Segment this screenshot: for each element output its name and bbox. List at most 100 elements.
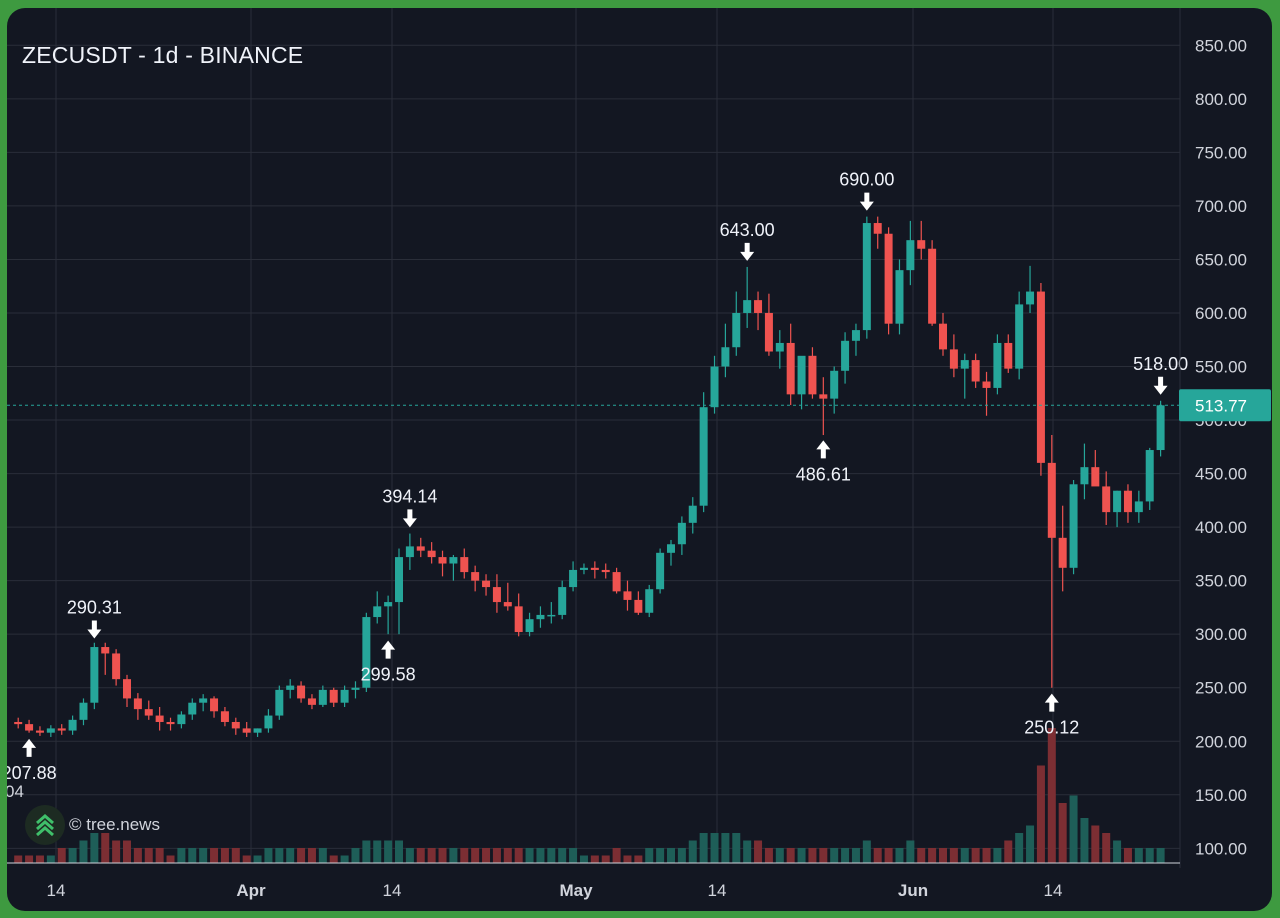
candle-body[interactable] xyxy=(743,300,752,313)
candle-body[interactable] xyxy=(884,233,893,324)
candle-body[interactable] xyxy=(732,312,741,348)
candle-body[interactable] xyxy=(1091,467,1100,487)
candle-body[interactable] xyxy=(851,330,860,341)
candle-body[interactable] xyxy=(57,728,66,731)
candle-body[interactable] xyxy=(601,569,610,573)
candle-body[interactable] xyxy=(427,550,436,558)
candle-body[interactable] xyxy=(1156,405,1165,451)
candle-body[interactable] xyxy=(503,602,512,607)
candle-body[interactable] xyxy=(536,614,545,620)
candle-body[interactable] xyxy=(340,689,349,703)
candle-body[interactable] xyxy=(1080,467,1089,485)
candle-body[interactable] xyxy=(579,567,588,570)
candle-body[interactable] xyxy=(297,685,306,699)
candle-body[interactable] xyxy=(264,715,273,729)
candle-body[interactable] xyxy=(35,730,44,733)
candle-body[interactable] xyxy=(612,572,621,592)
candle-body[interactable] xyxy=(68,719,77,731)
candle-body[interactable] xyxy=(395,557,403,603)
candle-body[interactable] xyxy=(253,728,262,733)
candlestick-chart[interactable]: 290.31 207.88 394.14 299.58 643.00 486.61 690.… xyxy=(7,8,1272,911)
candle-body[interactable] xyxy=(917,240,926,249)
candle-body[interactable] xyxy=(514,606,523,633)
candle-body[interactable] xyxy=(623,591,632,600)
candle-body[interactable] xyxy=(906,240,915,271)
candle-body[interactable] xyxy=(210,698,219,712)
candle-body[interactable] xyxy=(384,602,393,607)
candle-body[interactable] xyxy=(634,599,643,613)
candle-body[interactable] xyxy=(460,557,469,573)
candle-body[interactable] xyxy=(688,505,697,523)
candle-body[interactable] xyxy=(166,721,175,725)
candle-body[interactable] xyxy=(558,587,567,615)
candle-body[interactable] xyxy=(1123,490,1132,513)
candle-body[interactable] xyxy=(808,355,817,395)
candle-body[interactable] xyxy=(1004,342,1013,369)
candle-body[interactable] xyxy=(231,721,240,729)
candle-body[interactable] xyxy=(797,355,806,395)
candle-body[interactable] xyxy=(438,557,447,564)
candle-body[interactable] xyxy=(667,544,675,553)
candle-body[interactable] xyxy=(721,347,730,367)
candle-body[interactable] xyxy=(645,589,654,613)
candle-body[interactable] xyxy=(1047,462,1056,538)
candle-body[interactable] xyxy=(482,580,491,588)
candle-body[interactable] xyxy=(286,685,295,690)
candle-body[interactable] xyxy=(112,653,121,680)
candle-body[interactable] xyxy=(25,724,34,731)
candle-body[interactable] xyxy=(351,687,360,690)
candle-body[interactable] xyxy=(449,557,458,564)
candle-body[interactable] xyxy=(155,715,164,722)
candle-body[interactable] xyxy=(1145,450,1154,502)
candle-body[interactable] xyxy=(416,546,425,551)
candle-body[interactable] xyxy=(90,647,99,703)
candle-body[interactable] xyxy=(819,394,828,399)
candle-body[interactable] xyxy=(373,606,382,618)
candle-body[interactable] xyxy=(1113,490,1122,513)
candle-body[interactable] xyxy=(79,702,88,720)
candle-body[interactable] xyxy=(677,522,686,545)
candle-body[interactable] xyxy=(123,679,131,699)
candle-body[interactable] xyxy=(1026,291,1035,305)
candle-body[interactable] xyxy=(569,569,578,588)
candle-body[interactable] xyxy=(590,567,599,570)
candle-body[interactable] xyxy=(1058,537,1067,568)
candle-body[interactable] xyxy=(318,689,327,705)
time-axis[interactable]: 14 Apr 14 May 14 Jun 14 xyxy=(47,881,1063,900)
candle-body[interactable] xyxy=(14,721,23,725)
candle-body[interactable] xyxy=(199,698,208,703)
candle-body[interactable] xyxy=(895,270,904,324)
candle-body[interactable] xyxy=(144,709,153,716)
candle-body[interactable] xyxy=(960,360,969,369)
candle-body[interactable] xyxy=(471,572,480,581)
candle-body[interactable] xyxy=(525,619,534,633)
candle-body[interactable] xyxy=(492,587,501,603)
candle-body[interactable] xyxy=(242,728,251,733)
candle-body[interactable] xyxy=(1102,486,1111,513)
candle-body[interactable] xyxy=(362,617,371,688)
candle-body[interactable] xyxy=(656,552,665,590)
candle-body[interactable] xyxy=(971,360,980,382)
candle-body[interactable] xyxy=(764,312,773,352)
candle-body[interactable] xyxy=(754,300,763,313)
candle-body[interactable] xyxy=(830,370,839,399)
candle-body[interactable] xyxy=(862,223,871,331)
candle-body[interactable] xyxy=(1134,501,1143,513)
candle-body[interactable] xyxy=(786,342,795,395)
candle-body[interactable] xyxy=(177,714,186,725)
candle-body[interactable] xyxy=(547,614,556,617)
candle-body[interactable] xyxy=(939,323,947,350)
candle-body[interactable] xyxy=(841,340,850,371)
candle-body[interactable] xyxy=(949,349,958,369)
candle-body[interactable] xyxy=(1015,304,1024,369)
candle-body[interactable] xyxy=(307,698,316,705)
candle-body[interactable] xyxy=(1069,484,1078,568)
candle-body[interactable] xyxy=(329,689,338,703)
candle-body[interactable] xyxy=(46,728,55,733)
candle-body[interactable] xyxy=(699,407,708,506)
candle-body[interactable] xyxy=(928,248,937,324)
candle-body[interactable] xyxy=(982,381,991,388)
candle-body[interactable] xyxy=(405,546,414,558)
candle-body[interactable] xyxy=(133,698,142,710)
candle-body[interactable] xyxy=(775,342,784,352)
